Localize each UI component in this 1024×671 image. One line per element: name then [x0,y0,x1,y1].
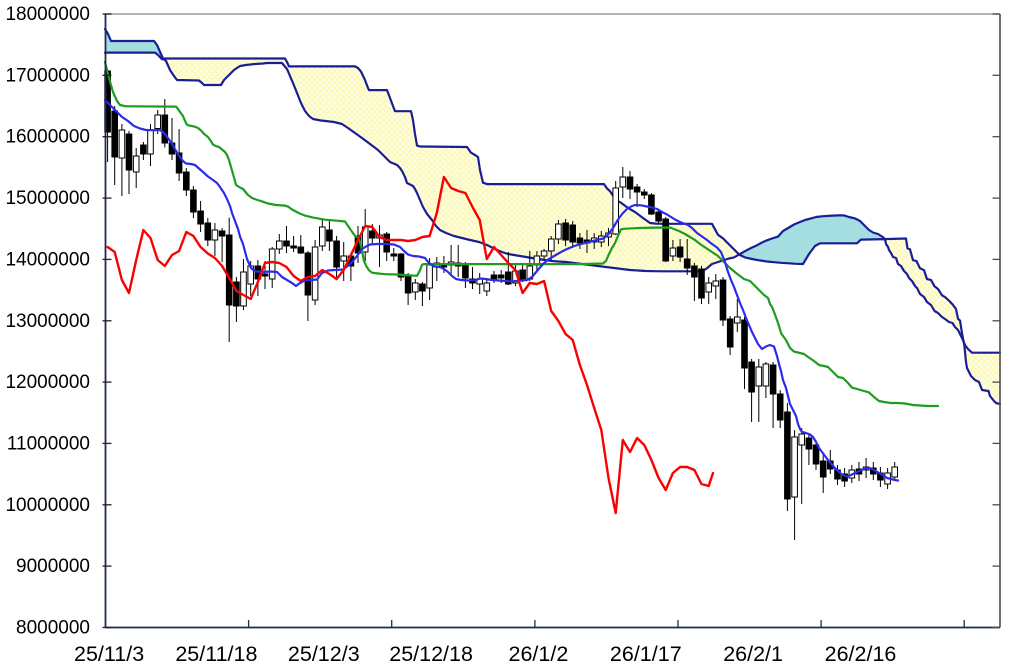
svg-text:14000000: 14000000 [5,249,90,270]
svg-text:18000000: 18000000 [5,4,90,25]
svg-text:25/11/3: 25/11/3 [74,642,144,666]
svg-text:12000000: 12000000 [5,372,90,393]
svg-text:15000000: 15000000 [5,188,90,209]
svg-text:16000000: 16000000 [5,127,90,148]
svg-text:13000000: 13000000 [5,311,90,332]
svg-text:26/2/16: 26/2/16 [825,642,897,666]
svg-text:26/1/2: 26/1/2 [509,642,569,666]
svg-text:25/11/18: 25/11/18 [175,642,257,666]
svg-text:8000000: 8000000 [16,618,90,639]
svg-text:26/2/1: 26/2/1 [723,642,783,666]
svg-text:10000000: 10000000 [5,495,90,516]
svg-text:9000000: 9000000 [16,556,90,577]
svg-text:25/12/3: 25/12/3 [288,642,360,666]
svg-text:26/1/17: 26/1/17 [610,642,682,666]
svg-text:17000000: 17000000 [5,65,90,86]
svg-text:25/12/18: 25/12/18 [389,642,473,666]
svg-text:11000000: 11000000 [7,433,90,454]
